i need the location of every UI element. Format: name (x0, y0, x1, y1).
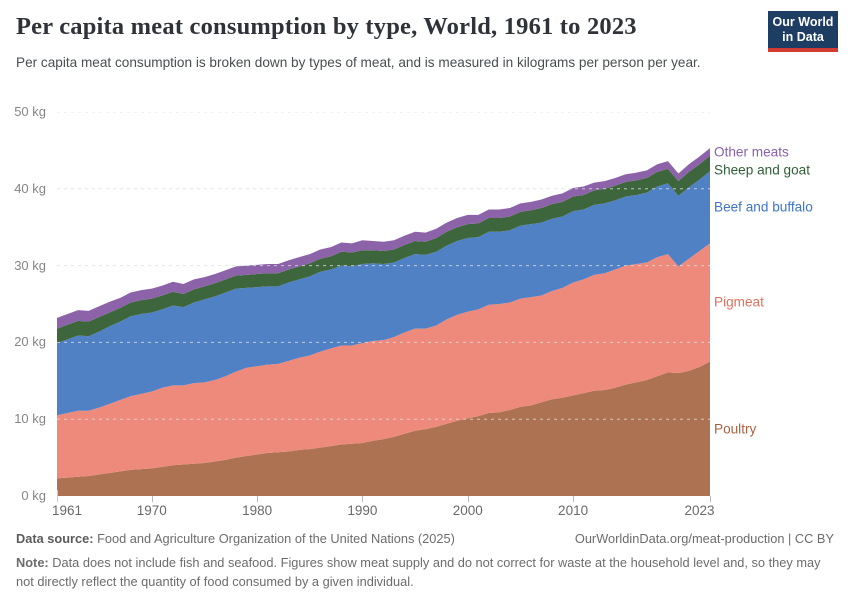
legend-label-beef-and-buffalo[interactable]: Beef and buffalo (714, 199, 813, 215)
page-subtitle: Per capita meat consumption is broken do… (16, 55, 701, 70)
area-poultry[interactable] (57, 361, 710, 496)
legend-label-sheep-and-goat[interactable]: Sheep and goat (714, 162, 810, 178)
x-tick-label-2010: 2010 (558, 503, 589, 518)
owid-logo[interactable]: Our World in Data (768, 11, 838, 52)
note-text: Data does not include fish and seafood. … (16, 555, 821, 590)
data-source-label: Data source: (16, 531, 94, 546)
x-tick-label-2000: 2000 (452, 503, 483, 518)
x-tick-1970 (151, 496, 153, 502)
x-tick-2010 (573, 496, 575, 502)
footer-note: Note: Data does not include fish and sea… (16, 553, 834, 592)
stacked-area-svg (57, 112, 710, 496)
x-tick-label-1961: 1961 (52, 503, 83, 518)
legend-label-poultry[interactable]: Poultry (714, 421, 757, 437)
data-source-link[interactable]: Food and Agriculture Organization of the… (93, 531, 455, 546)
x-tick-label-2023: 2023 (684, 503, 715, 518)
legend-label-pigmeat[interactable]: Pigmeat (714, 294, 764, 310)
legend-label-other-meats[interactable]: Other meats (714, 144, 789, 160)
y-tick-label-10: 10 kg (14, 411, 46, 427)
x-tick-label-1980: 1980 (242, 503, 273, 518)
x-tick-label-1990: 1990 (347, 503, 378, 518)
y-tick-label-30: 30 kg (14, 257, 46, 273)
owid-cc-link[interactable]: OurWorldinData.org/meat-production | CC … (574, 531, 834, 546)
x-tick-2000 (467, 496, 469, 502)
area-beef-and-buffalo[interactable] (57, 171, 710, 416)
page-title: Per capita meat consumption by type, Wor… (16, 13, 637, 40)
x-tick-1990 (362, 496, 364, 502)
x-tick-1980 (257, 496, 259, 502)
owid-logo-line2: in Data (782, 29, 824, 44)
y-tick-label-0: 0 kg (21, 488, 46, 503)
y-tick-label-20: 20 kg (14, 334, 46, 350)
y-tick-label-40: 40 kg (14, 180, 46, 196)
owid-logo-line1: Our World (772, 14, 834, 29)
data-source-line: Data source: Food and Agriculture Organi… (16, 531, 455, 546)
footer-source-row: Data source: Food and Agriculture Organi… (16, 531, 834, 546)
x-tick-2023 (710, 496, 711, 502)
x-tick-label-1970: 1970 (136, 503, 167, 518)
stacked-area-plot[interactable] (57, 112, 710, 496)
y-axis-zero-tick (57, 490, 58, 502)
y-tick-label-50: 50 kg (14, 104, 46, 119)
note-label: Note: (16, 555, 49, 570)
